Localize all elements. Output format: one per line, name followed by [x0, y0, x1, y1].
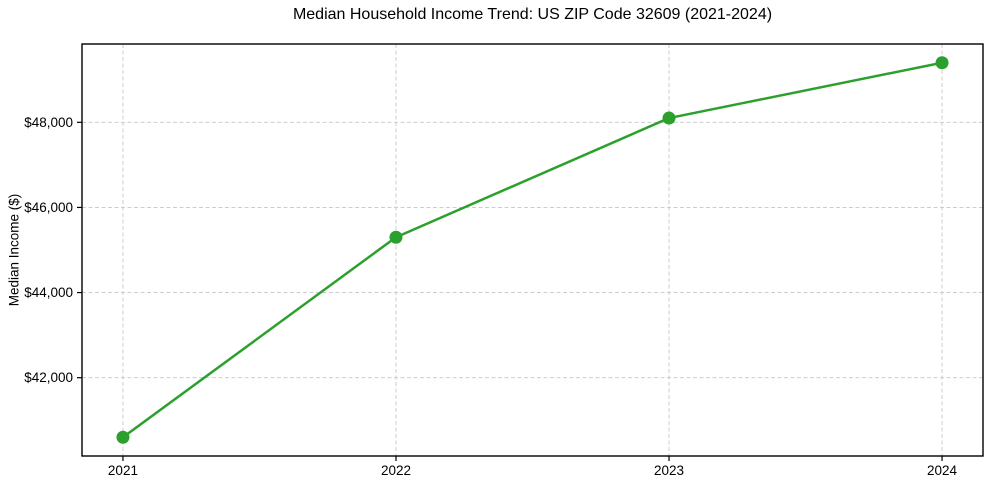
x-tick-label: 2022 — [381, 463, 411, 478]
y-tick-label: $42,000 — [24, 370, 73, 385]
data-point — [389, 230, 403, 244]
x-tick-label: 2023 — [654, 463, 684, 478]
data-point — [935, 56, 949, 70]
data-point — [662, 111, 676, 125]
data-line — [121, 61, 944, 439]
axes-background — [82, 44, 983, 456]
y-tick-label: $44,000 — [24, 285, 73, 300]
y-tick-label: $46,000 — [24, 200, 73, 215]
data-point — [116, 430, 130, 444]
x-tick-label: 2021 — [108, 463, 138, 478]
y-tick-label: $48,000 — [24, 115, 73, 130]
chart-title: Median Household Income Trend: US ZIP Co… — [292, 6, 773, 23]
x-tick-label: 2024 — [927, 463, 958, 478]
axes-spines — [81, 43, 984, 457]
